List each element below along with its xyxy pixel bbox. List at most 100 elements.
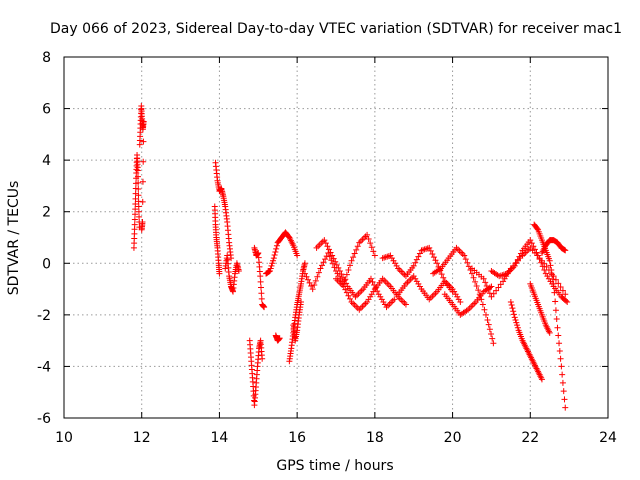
data-point-marker <box>356 306 363 313</box>
data-point-marker <box>469 270 475 277</box>
data-point-marker-fill <box>357 305 364 312</box>
data-point-marker-fill <box>315 243 322 250</box>
data-point-marker-fill <box>316 241 323 248</box>
data-point-marker-fill <box>305 276 312 283</box>
data-point-marker-fill <box>513 319 520 326</box>
data-points <box>130 102 571 411</box>
y-axis-label: SDTVAR / TECUs <box>6 181 22 296</box>
data-point-marker-fill <box>552 276 559 283</box>
data-point-marker <box>261 304 268 311</box>
data-point-marker-fill <box>429 251 436 258</box>
data-point-marker-fill <box>396 295 403 302</box>
data-point-marker <box>511 314 518 321</box>
data-point-marker-fill <box>482 279 489 286</box>
data-point-marker-fill <box>563 297 570 304</box>
data-point-marker-fill <box>473 282 480 289</box>
data-point-marker-fill <box>132 206 139 213</box>
data-point-marker-fill <box>385 281 392 288</box>
data-point-marker-fill <box>132 200 139 207</box>
data-point-marker <box>457 298 464 305</box>
data-point-marker-fill <box>429 293 436 300</box>
y-tick-label: -2 <box>37 308 51 324</box>
data-point-marker <box>562 291 569 298</box>
data-point-marker <box>298 298 305 305</box>
data-point-marker-fill <box>350 300 357 307</box>
data-point-marker-fill <box>556 340 563 347</box>
data-point-marker <box>562 247 569 254</box>
data-point-marker-fill <box>362 300 369 307</box>
data-point-marker-fill <box>272 248 279 255</box>
data-point-marker <box>270 255 277 262</box>
data-point-marker-fill <box>456 247 463 254</box>
data-point-marker <box>546 329 553 336</box>
data-point-marker <box>257 273 264 280</box>
data-point-marker-fill <box>257 278 264 285</box>
data-point-marker-fill <box>440 274 447 281</box>
data-point-marker-fill <box>509 305 516 312</box>
data-point-marker-fill <box>406 277 413 284</box>
data-point-marker-fill <box>508 302 515 309</box>
x-tick-label: 20 <box>444 430 462 446</box>
data-point-marker-fill <box>322 256 329 263</box>
data-point-marker <box>550 280 557 287</box>
data-point-marker <box>554 324 561 331</box>
x-tick-label: 10 <box>55 430 73 446</box>
data-point-marker <box>461 252 468 259</box>
x-tick-label: 24 <box>599 430 617 446</box>
data-point-marker-fill <box>367 240 374 247</box>
data-point-marker-fill <box>135 208 142 215</box>
data-point-marker-fill <box>516 253 523 260</box>
data-point-marker-fill <box>315 269 322 276</box>
data-point-marker-fill <box>438 271 445 278</box>
data-point-marker-fill <box>388 299 395 306</box>
data-point-marker-fill <box>357 289 364 296</box>
data-point-marker <box>488 283 495 290</box>
data-point-marker-fill <box>140 138 147 145</box>
data-point-marker <box>484 317 491 324</box>
data-point-marker-fill <box>479 301 486 308</box>
data-point-marker-fill <box>333 261 340 268</box>
data-point-marker-fill <box>459 251 466 258</box>
grid <box>64 57 608 418</box>
data-point-marker-fill <box>497 272 504 279</box>
data-point-marker-fill <box>482 311 489 318</box>
data-point-marker-fill <box>458 249 465 256</box>
data-point-marker <box>356 239 363 246</box>
data-point-marker-fill <box>471 300 478 307</box>
data-point-marker-fill <box>531 246 538 253</box>
data-point-marker-fill <box>486 290 493 297</box>
data-point-marker-fill <box>308 282 315 289</box>
data-point-marker-fill <box>389 297 396 304</box>
data-point-marker-fill <box>432 257 439 264</box>
y-tick-label: 4 <box>42 153 51 169</box>
data-point-marker-fill <box>399 298 406 305</box>
data-point-marker-fill <box>360 235 367 242</box>
data-point-marker-fill <box>131 216 138 223</box>
data-point-marker-fill <box>368 244 375 251</box>
data-point-marker-fill <box>559 379 566 386</box>
data-point-marker-fill <box>314 273 321 280</box>
data-point-marker <box>488 293 495 300</box>
data-point-marker-fill <box>312 277 319 284</box>
data-point-marker <box>511 262 518 269</box>
data-point-marker-fill <box>561 246 568 253</box>
data-point-marker-fill <box>485 286 492 293</box>
data-point-marker-fill <box>370 248 377 255</box>
data-point-marker-fill <box>534 225 541 232</box>
data-point-marker-fill <box>343 280 350 287</box>
data-point-marker <box>301 260 308 267</box>
data-point-marker-fill <box>323 253 330 260</box>
data-point-marker-fill <box>536 256 543 263</box>
data-point-marker-fill <box>350 254 357 261</box>
data-point-marker-fill <box>342 286 349 293</box>
data-point-marker-fill <box>470 274 477 281</box>
data-point-marker <box>131 221 138 228</box>
data-point-marker-fill <box>468 303 475 310</box>
data-point-marker-fill <box>559 287 566 294</box>
y-tick-label: 6 <box>42 102 51 118</box>
data-point-marker-fill <box>353 246 360 253</box>
chart-title: Day 066 of 2023, Sidereal Day-to-day VTE… <box>50 21 622 37</box>
data-point-marker-fill <box>135 192 142 199</box>
data-point-marker-fill <box>413 256 420 263</box>
